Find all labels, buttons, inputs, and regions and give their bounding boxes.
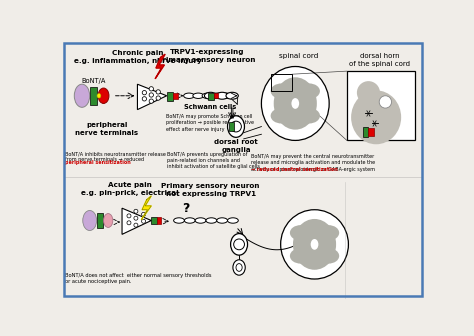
Ellipse shape [290,225,311,241]
Ellipse shape [298,108,320,124]
Ellipse shape [193,93,204,98]
Circle shape [134,216,138,220]
Ellipse shape [195,218,206,223]
Polygon shape [137,84,167,110]
Ellipse shape [103,214,113,227]
Ellipse shape [271,83,292,99]
Text: BoNT/A inhibits neurotransmitter release
from nerve terminals → reduced: BoNT/A inhibits neurotransmitter release… [65,151,166,162]
Ellipse shape [273,77,317,130]
Circle shape [142,212,146,216]
Ellipse shape [226,92,238,99]
Circle shape [149,99,154,103]
Text: dorsal root
ganglia: dorsal root ganglia [214,139,258,153]
Ellipse shape [293,219,336,270]
Bar [208,93,214,99]
Bar [214,93,219,98]
Ellipse shape [183,93,194,98]
Polygon shape [155,54,165,79]
Ellipse shape [310,239,319,250]
Ellipse shape [290,248,311,264]
Bar [363,127,368,137]
Ellipse shape [318,225,339,241]
Ellipse shape [228,116,245,137]
Circle shape [134,209,138,213]
Circle shape [142,90,146,95]
Text: peripheral sensitization: peripheral sensitization [65,161,131,165]
Circle shape [142,97,146,101]
Circle shape [134,223,138,227]
Bar [368,128,374,136]
Ellipse shape [204,92,217,99]
Text: peripheral
nerve terminals: peripheral nerve terminals [75,122,138,136]
Bar [173,93,178,99]
Ellipse shape [211,93,222,98]
Text: spinal cord: spinal cord [280,53,319,59]
Ellipse shape [261,67,329,140]
Circle shape [156,90,160,94]
Bar [271,74,292,91]
Ellipse shape [298,83,320,99]
Circle shape [379,96,392,108]
Text: BoNT/A does not affect  either normal sensory thresholds
or acute nociceptive pa: BoNT/A does not affect either normal sen… [65,273,211,285]
Circle shape [127,214,131,218]
Ellipse shape [83,210,97,230]
Circle shape [234,239,245,250]
Text: BoNT/A prevents upregulation of
pain-related ion channels and
inhibit activation: BoNT/A prevents upregulation of pain-rel… [167,152,260,169]
Ellipse shape [231,234,247,255]
Text: BoNT/A may promote Schwann cell
proliferation → posible regenerative
effect afte: BoNT/A may promote Schwann cell prolifer… [166,114,254,132]
Ellipse shape [351,90,401,144]
Ellipse shape [233,260,245,275]
Text: Primary sensory neuron
not expressing TRPV1: Primary sensory neuron not expressing TR… [161,183,260,197]
Bar [347,71,415,140]
Circle shape [149,93,154,97]
Ellipse shape [292,98,299,109]
Bar [157,217,161,223]
Circle shape [231,121,241,132]
Bar [151,217,157,224]
Text: Schwann cells: Schwann cells [184,104,237,110]
Ellipse shape [216,92,228,99]
Text: Acute pain
e.g. pin-prick, electrical: Acute pain e.g. pin-prick, electrical [81,182,179,196]
Polygon shape [122,208,151,235]
Text: BoNT/A: BoNT/A [82,78,106,84]
Text: BoNT/A may prevent the central neurotransmitter
release and microglia activation: BoNT/A may prevent the central neurotran… [251,154,375,172]
Ellipse shape [217,218,228,223]
Text: → reduced central sensitization: → reduced central sensitization [251,167,338,172]
Text: Chronic pain
e.g. inflammation, nerve injury: Chronic pain e.g. inflammation, nerve in… [73,50,201,64]
Ellipse shape [173,218,184,223]
Circle shape [149,87,154,91]
Text: TRPV1-expressing
primary sensory neuron: TRPV1-expressing primary sensory neuron [157,49,256,63]
Ellipse shape [236,264,242,271]
Circle shape [156,96,160,100]
Bar [97,213,103,228]
Ellipse shape [228,218,238,223]
Ellipse shape [74,84,90,107]
Ellipse shape [281,210,348,279]
Bar [90,86,97,105]
Ellipse shape [184,218,195,223]
Circle shape [127,221,131,225]
Ellipse shape [202,93,213,98]
Text: ?: ? [182,202,190,215]
Ellipse shape [98,88,109,103]
Polygon shape [141,196,151,220]
Ellipse shape [271,108,292,124]
Circle shape [142,219,146,223]
Text: dorsal horn
of the spinal cord: dorsal horn of the spinal cord [349,53,410,67]
Ellipse shape [206,218,217,223]
Ellipse shape [357,81,380,104]
Ellipse shape [318,248,339,264]
Bar [229,122,234,131]
Ellipse shape [97,93,101,98]
Ellipse shape [220,93,231,98]
Bar [167,92,173,101]
